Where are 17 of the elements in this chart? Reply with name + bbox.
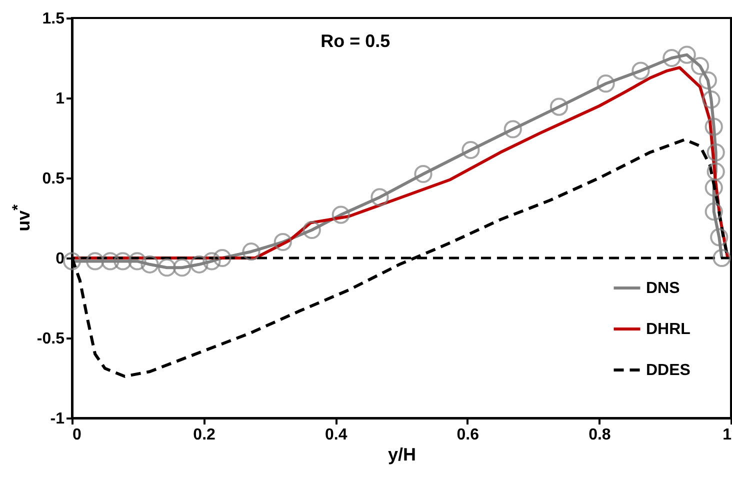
x-tick-label: 0.8 <box>588 426 611 444</box>
y-tick-label: 0.5 <box>42 170 65 188</box>
y-tick-label: -0.5 <box>36 330 65 348</box>
legend-label: DNS <box>646 280 680 297</box>
y-tick-label: 1 <box>56 90 65 108</box>
y-tick-label: -1 <box>50 410 65 428</box>
x-tick-label: 0.2 <box>193 426 216 444</box>
x-axis-title: y/H <box>388 444 416 464</box>
y-tick-label: 1.5 <box>42 10 65 28</box>
x-tick-label: 0.4 <box>324 426 348 444</box>
annotation: Ro = 0.5 <box>320 31 390 51</box>
y-tick-label: 0 <box>56 250 65 268</box>
x-tick-label: 0.6 <box>456 426 480 444</box>
x-tick-label: 1 <box>722 426 732 444</box>
x-tick-label: 0 <box>72 426 82 444</box>
legend-label: DDES <box>646 362 691 379</box>
legend-label: DHRL <box>646 321 691 338</box>
